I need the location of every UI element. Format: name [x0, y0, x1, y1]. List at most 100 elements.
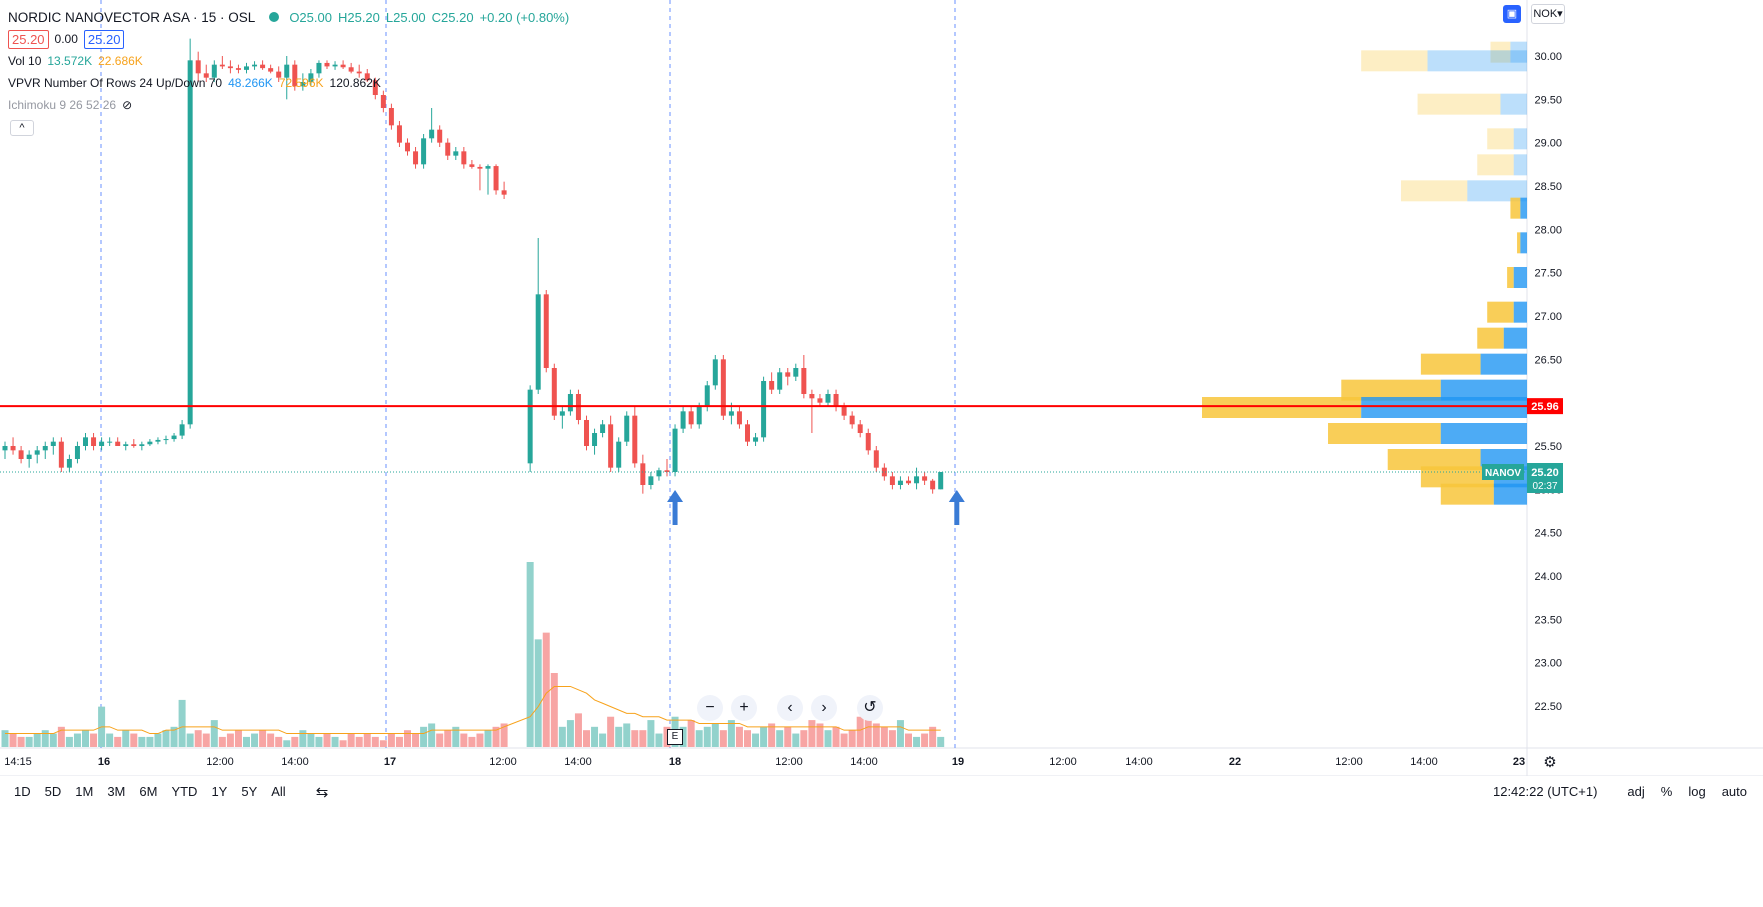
- candle-body[interactable]: [421, 138, 427, 165]
- candle-body[interactable]: [268, 68, 274, 72]
- candle-body[interactable]: [453, 151, 459, 156]
- candle-body[interactable]: [348, 67, 354, 72]
- candle-body[interactable]: [753, 437, 759, 442]
- candle-body[interactable]: [227, 66, 233, 69]
- candle-body[interactable]: [364, 73, 370, 81]
- log-toggle[interactable]: log: [1688, 784, 1706, 799]
- candle-body[interactable]: [833, 394, 839, 407]
- candle-body[interactable]: [66, 459, 72, 468]
- candle-body[interactable]: [2, 446, 8, 451]
- candle-body[interactable]: [235, 68, 241, 70]
- candle-body[interactable]: [300, 82, 306, 87]
- timeframe-ytd[interactable]: YTD: [171, 784, 198, 799]
- candle-body[interactable]: [18, 450, 24, 459]
- scroll-right-button[interactable]: ›: [811, 695, 837, 721]
- candle-body[interactable]: [664, 470, 670, 472]
- candle-body[interactable]: [938, 472, 944, 490]
- earnings-event-badge[interactable]: E: [667, 729, 683, 745]
- candle-body[interactable]: [485, 166, 491, 169]
- candle-body[interactable]: [897, 480, 903, 485]
- candle-body[interactable]: [292, 64, 298, 87]
- clock-timezone[interactable]: 12:42:22 (UTC+1): [1492, 784, 1598, 799]
- candle-body[interactable]: [865, 433, 871, 451]
- candle-body[interactable]: [260, 64, 266, 69]
- price-chart[interactable]: 30.00 29.50 29.00 28.50 28.00 27.50 27.00 26.50…: [0, 0, 1763, 776]
- candle-body[interactable]: [155, 439, 161, 442]
- candle-body[interactable]: [592, 433, 598, 446]
- candle-body[interactable]: [219, 64, 225, 67]
- ask-price[interactable]: 25.20: [83, 29, 125, 49]
- candle-body[interactable]: [680, 411, 686, 429]
- candle-body[interactable]: [648, 476, 654, 485]
- candle-body[interactable]: [881, 467, 887, 477]
- candle-body[interactable]: [493, 166, 499, 191]
- currency-selector[interactable]: NOK▾: [1531, 4, 1565, 24]
- zoom-out-button[interactable]: −: [697, 695, 723, 721]
- candle-body[interactable]: [244, 66, 249, 70]
- candle-body[interactable]: [624, 415, 630, 442]
- candle-body[interactable]: [720, 359, 726, 416]
- volume-indicator-label[interactable]: Vol 10: [8, 54, 42, 68]
- candle-body[interactable]: [608, 424, 614, 468]
- timeframe-3m[interactable]: 3M: [107, 784, 126, 799]
- candle-body[interactable]: [600, 424, 606, 433]
- candle-body[interactable]: [284, 64, 290, 78]
- candle-body[interactable]: [736, 411, 742, 425]
- annotation-arrow-head[interactable]: [948, 490, 965, 502]
- candle-body[interactable]: [906, 480, 911, 484]
- candle-body[interactable]: [332, 64, 338, 67]
- candle-body[interactable]: [74, 446, 80, 459]
- percent-toggle[interactable]: %: [1660, 784, 1673, 799]
- candle-body[interactable]: [252, 64, 258, 67]
- candle-body[interactable]: [922, 476, 928, 481]
- candle-body[interactable]: [203, 73, 209, 78]
- candle-body[interactable]: [324, 62, 330, 67]
- candle-body[interactable]: [388, 108, 394, 126]
- candle-body[interactable]: [405, 142, 410, 152]
- candle-body[interactable]: [501, 190, 507, 195]
- auto-toggle[interactable]: auto: [1721, 784, 1747, 799]
- candle-body[interactable]: [712, 359, 718, 386]
- candle-body[interactable]: [841, 407, 847, 416]
- candle-body[interactable]: [696, 407, 702, 425]
- candle-body[interactable]: [559, 411, 565, 416]
- candle-body[interactable]: [551, 368, 557, 416]
- candle-body[interactable]: [745, 424, 750, 442]
- candle-body[interactable]: [171, 435, 177, 440]
- candle-body[interactable]: [380, 95, 386, 108]
- timeframe-5y[interactable]: 5Y: [241, 784, 258, 799]
- candle-body[interactable]: [469, 164, 475, 167]
- timeframe-6m[interactable]: 6M: [139, 784, 158, 799]
- scroll-left-button[interactable]: ‹: [777, 695, 803, 721]
- candle-body[interactable]: [930, 480, 936, 490]
- candle-body[interactable]: [316, 62, 322, 74]
- ichimoku-indicator-label[interactable]: Ichimoku 9 26 52 26: [8, 98, 117, 112]
- candle-body[interactable]: [147, 441, 153, 445]
- candle-body[interactable]: [640, 463, 646, 485]
- candle-body[interactable]: [873, 450, 879, 468]
- candle-body[interactable]: [769, 381, 775, 390]
- candle-body[interactable]: [477, 166, 483, 169]
- candle-body[interactable]: [437, 129, 443, 143]
- timeframe-5d[interactable]: 5D: [44, 784, 62, 799]
- candle-body[interactable]: [99, 441, 105, 446]
- candle-body[interactable]: [584, 420, 589, 446]
- candle-body[interactable]: [195, 60, 201, 74]
- candle-body[interactable]: [91, 437, 97, 446]
- reset-chart-button[interactable]: ↺: [857, 695, 883, 721]
- candle-body[interactable]: [211, 64, 217, 78]
- candle-body[interactable]: [429, 129, 435, 139]
- candle-body[interactable]: [123, 444, 129, 446]
- candle-body[interactable]: [42, 446, 48, 451]
- collapse-legend-button[interactable]: ^: [10, 120, 34, 136]
- candle-body[interactable]: [396, 125, 402, 143]
- candle-body[interactable]: [179, 424, 185, 436]
- candle-body[interactable]: [276, 71, 282, 78]
- candle-body[interactable]: [461, 151, 467, 165]
- candle-body[interactable]: [308, 73, 314, 82]
- candle-body[interactable]: [34, 450, 40, 455]
- candle-body[interactable]: [785, 372, 791, 377]
- candle-body[interactable]: [340, 64, 346, 68]
- adj-toggle[interactable]: adj: [1627, 784, 1645, 799]
- candle-body[interactable]: [688, 411, 694, 425]
